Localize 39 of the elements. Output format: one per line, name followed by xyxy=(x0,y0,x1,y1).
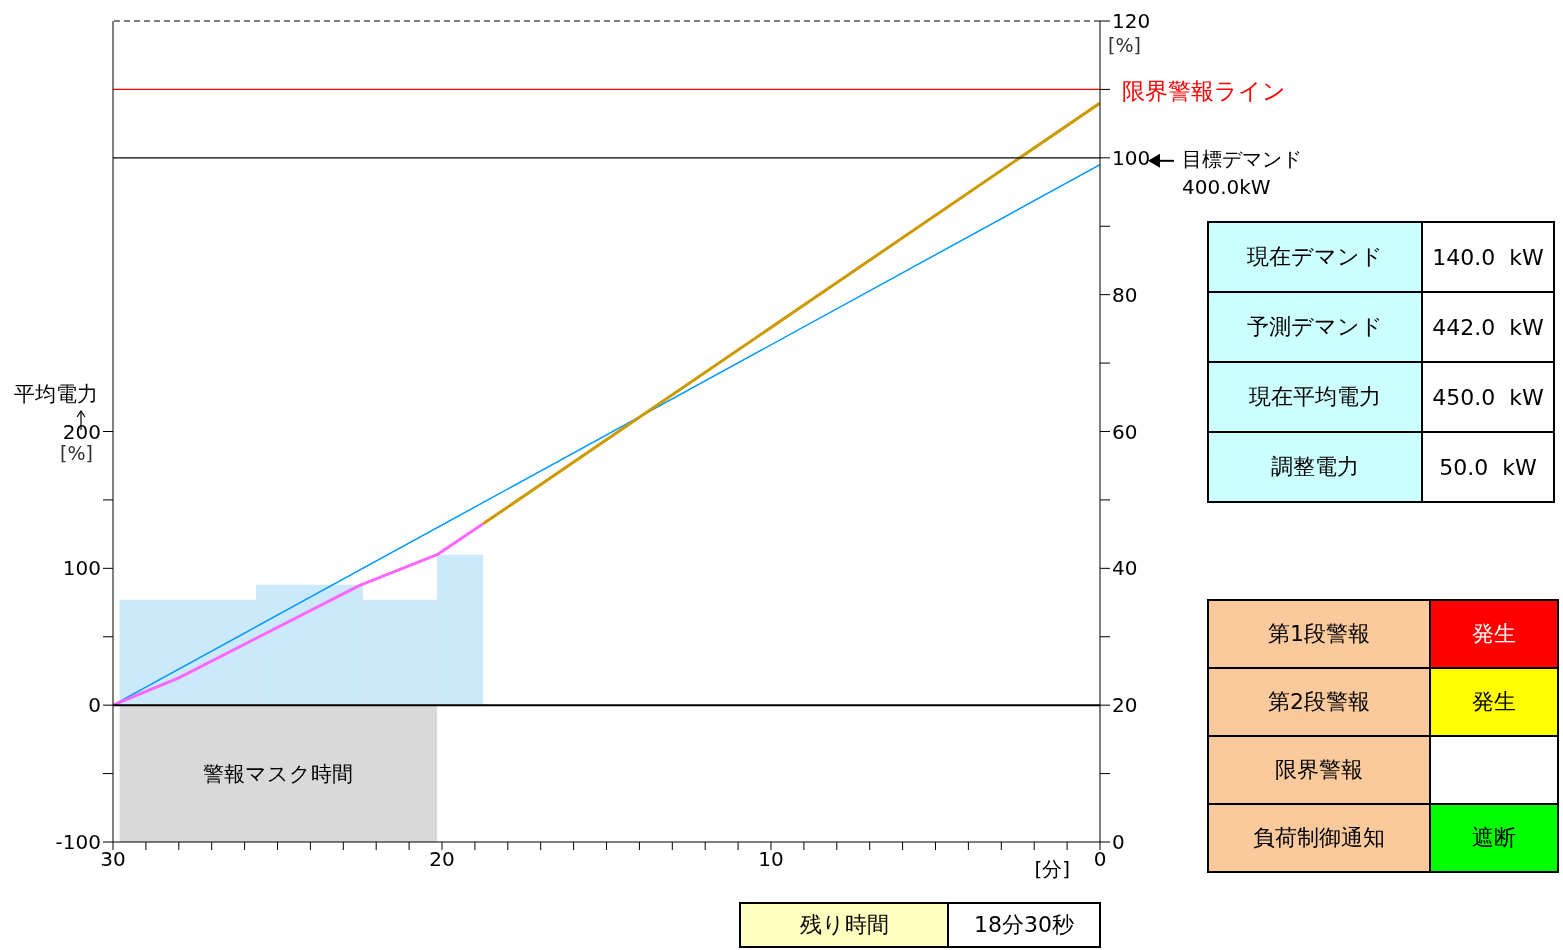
y2-tick-label: 120 xyxy=(1112,9,1151,34)
text: 18分30秒 xyxy=(974,912,1074,937)
category-label: 限界警報 xyxy=(1208,736,1430,804)
y2-axis-title: [%] xyxy=(1108,34,1141,56)
text: 50.0 kW xyxy=(1439,454,1537,480)
ref-line-label: 限界警報ライン xyxy=(1122,78,1286,105)
text: [%] xyxy=(60,442,93,464)
x-tick-label: 30 xyxy=(100,847,126,872)
category-label: 第1段警報 xyxy=(1208,600,1430,668)
text: 442.0 kW xyxy=(1432,314,1544,340)
category-label: 予測デマンド xyxy=(1208,292,1422,362)
y2-tick-label: 80 xyxy=(1112,282,1138,307)
x-tick-label: 10 xyxy=(758,847,784,872)
y-tick-label: -100 xyxy=(55,830,101,855)
band-label: 警報マスク時間 xyxy=(203,762,354,787)
y-axis-title: 平均電力 xyxy=(14,381,98,408)
category-label: 現在平均電力 xyxy=(1208,362,1422,432)
y-tick-label: 100 xyxy=(62,556,101,581)
y-tick-label: 200 xyxy=(62,419,101,444)
y2-tick-label: 20 xyxy=(1112,693,1138,718)
text: 140.0 kW xyxy=(1432,244,1544,270)
category-label: 負荷制御通知 xyxy=(1208,804,1430,872)
y2-tick-label: 40 xyxy=(1112,556,1138,581)
category-label: 残り時間 xyxy=(740,903,948,947)
category-label: 現在デマンド xyxy=(1208,222,1422,292)
y-tick-label: 0 xyxy=(88,693,101,718)
y2-tick-label: 60 xyxy=(1112,419,1138,444)
ref-line-label: 目標デマンド 400.0kW xyxy=(1182,146,1302,199)
x-axis-title: [分] xyxy=(1034,857,1070,881)
category-label: 調整電力 xyxy=(1208,432,1422,502)
category-label: 遮断 xyxy=(1430,804,1558,872)
y2-tick-label: 100 xyxy=(1112,145,1151,170)
x-tick-label: 0 xyxy=(1093,847,1107,872)
y2-tick-label: 0 xyxy=(1112,830,1125,855)
x-tick-label: 20 xyxy=(429,847,455,872)
category-label: 発生 xyxy=(1430,668,1558,736)
category-label: 第2段警報 xyxy=(1208,668,1430,736)
category-label: 発生 xyxy=(1430,600,1558,668)
text: 450.0 kW xyxy=(1432,384,1544,410)
